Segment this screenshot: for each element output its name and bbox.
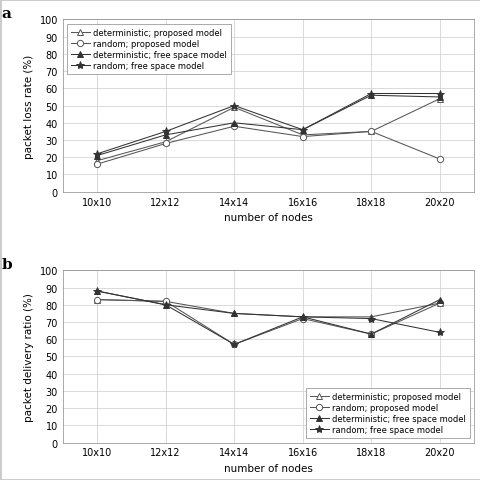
Line: random; proposed model: random; proposed model	[94, 124, 442, 168]
deterministic; free space model	[231, 120, 237, 126]
X-axis label: number of nodes: number of nodes	[224, 213, 312, 223]
Line: deterministic; free space model: deterministic; free space model	[94, 93, 442, 159]
random; proposed model	[436, 157, 442, 163]
random; proposed model	[368, 332, 373, 337]
deterministic; proposed model	[436, 300, 442, 306]
random; free space model	[368, 91, 373, 97]
deterministic; proposed model	[368, 314, 373, 320]
deterministic; free space model	[299, 314, 305, 320]
random; proposed model	[231, 124, 237, 130]
deterministic; proposed model	[162, 299, 168, 305]
deterministic; free space model	[368, 332, 373, 337]
deterministic; proposed model	[436, 96, 442, 102]
Line: random; free space model: random; free space model	[93, 90, 443, 159]
random; proposed model	[368, 129, 373, 135]
random; proposed model	[94, 162, 100, 168]
Line: deterministic; free space model: deterministic; free space model	[94, 288, 442, 337]
random; free space model	[231, 342, 237, 348]
random; proposed model	[94, 297, 100, 303]
Text: b: b	[1, 257, 12, 271]
random; free space model	[436, 330, 442, 336]
deterministic; free space model	[368, 93, 373, 99]
deterministic; proposed model	[299, 132, 305, 138]
Y-axis label: packet loss rate (%): packet loss rate (%)	[24, 54, 34, 158]
random; free space model	[299, 128, 305, 133]
X-axis label: number of nodes: number of nodes	[224, 463, 312, 473]
deterministic; proposed model	[299, 314, 305, 320]
random; free space model	[94, 152, 100, 157]
Legend: deterministic; proposed model, random; proposed model, deterministic; free space: deterministic; proposed model, random; p…	[67, 24, 230, 75]
deterministic; free space model	[162, 132, 168, 138]
random; proposed model	[231, 342, 237, 348]
Line: random; free space model: random; free space model	[93, 287, 443, 349]
random; proposed model	[162, 299, 168, 305]
Line: random; proposed model: random; proposed model	[94, 297, 442, 348]
deterministic; free space model	[436, 297, 442, 303]
deterministic; proposed model	[231, 311, 237, 317]
deterministic; proposed model	[162, 140, 168, 145]
random; free space model	[162, 302, 168, 308]
random; free space model	[231, 104, 237, 109]
random; proposed model	[436, 300, 442, 306]
Line: deterministic; proposed model: deterministic; proposed model	[94, 96, 442, 165]
random; proposed model	[299, 316, 305, 322]
random; free space model	[299, 314, 305, 320]
deterministic; free space model	[162, 302, 168, 308]
random; free space model	[436, 91, 442, 97]
Y-axis label: packet delivery ratio (%): packet delivery ratio (%)	[24, 292, 34, 421]
deterministic; free space model	[94, 153, 100, 159]
deterministic; free space model	[231, 311, 237, 317]
deterministic; proposed model	[368, 129, 373, 135]
deterministic; proposed model	[94, 158, 100, 164]
Line: deterministic; proposed model: deterministic; proposed model	[94, 297, 442, 320]
deterministic; free space model	[299, 128, 305, 133]
deterministic; free space model	[94, 288, 100, 294]
deterministic; proposed model	[94, 297, 100, 303]
Legend: deterministic; proposed model, random; proposed model, deterministic; free space: deterministic; proposed model, random; p…	[305, 388, 469, 439]
random; free space model	[162, 129, 168, 135]
random; free space model	[368, 316, 373, 322]
random; proposed model	[299, 134, 305, 140]
deterministic; free space model	[436, 95, 442, 101]
Text: a: a	[1, 7, 11, 21]
deterministic; proposed model	[231, 105, 237, 111]
random; free space model	[94, 288, 100, 294]
random; proposed model	[162, 141, 168, 147]
